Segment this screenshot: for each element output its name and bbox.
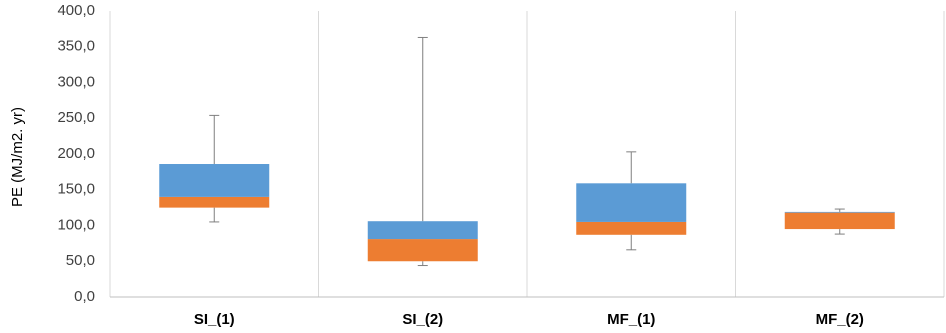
- boxes: [159, 36, 895, 267]
- y-tick-label: 50,0: [66, 252, 95, 269]
- y-tick-label: 350,0: [57, 38, 95, 55]
- box-upper-segment: [784, 211, 895, 213]
- category-separators: [109, 11, 945, 297]
- box-lower-segment: [159, 196, 270, 208]
- y-tick-label: 150,0: [57, 181, 95, 198]
- y-tick-label: 200,0: [57, 145, 95, 162]
- box-upper-segment: [576, 183, 687, 222]
- box-upper-segment: [367, 221, 478, 240]
- y-tick-label: 300,0: [57, 73, 95, 90]
- y-tick-label: 0,0: [74, 288, 95, 305]
- y-axis-label: PE (MJ/m2. yr): [9, 107, 26, 207]
- category-label: SI_(2): [402, 311, 443, 328]
- box-lower-segment: [367, 239, 478, 262]
- category-label: MF_(2): [816, 311, 864, 328]
- y-tick-label: 400,0: [57, 2, 95, 19]
- category-label: MF_(1): [607, 311, 655, 328]
- box-lower-segment: [784, 212, 895, 230]
- box-lower-segment: [576, 221, 687, 235]
- box-upper-segment: [159, 164, 270, 197]
- category-label: SI_(1): [194, 311, 235, 328]
- category-labels: SI_(1) SI_(2) MF_(1) MF_(2): [194, 311, 864, 328]
- y-tick-label: 250,0: [57, 109, 95, 126]
- y-axis-ticks: 0,0 50,0 100,0 150,0 200,0 250,0 300,0 350,0 400…: [57, 2, 95, 305]
- y-tick-label: 100,0: [57, 216, 95, 233]
